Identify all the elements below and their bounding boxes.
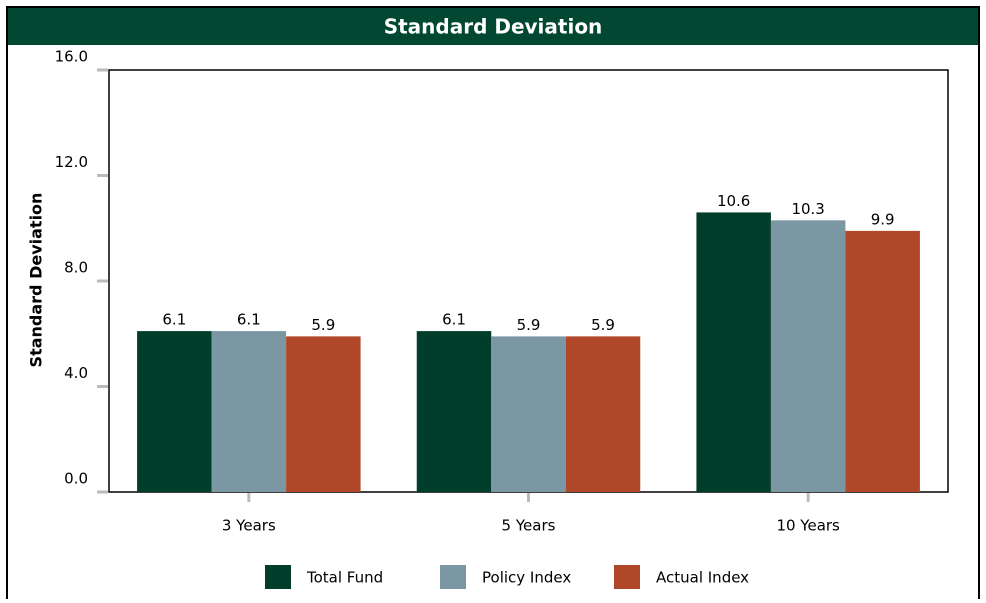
y-tick-label: 4.0: [64, 364, 88, 382]
value-label: 6.1: [162, 311, 186, 329]
legend-label: Actual Index: [656, 569, 749, 587]
bar: [137, 331, 212, 492]
chart-title: Standard Deviation: [384, 15, 603, 39]
legend-swatch: [440, 565, 466, 589]
bar: [491, 336, 566, 492]
value-label: 10.3: [791, 200, 824, 218]
value-label: 9.9: [871, 210, 895, 228]
value-label: 6.1: [442, 311, 466, 329]
value-label: 5.9: [517, 316, 541, 334]
legend-label: Policy Index: [482, 569, 571, 587]
y-tick-label: 0.0: [64, 470, 88, 488]
x-tick-label: 5 Years: [502, 517, 556, 535]
bar: [770, 220, 846, 492]
y-tick-label: 12.0: [55, 153, 88, 171]
value-label: 10.6: [717, 192, 750, 210]
value-label: 6.1: [237, 311, 261, 329]
value-label: 5.9: [591, 316, 615, 334]
x-tick-label: 10 Years: [776, 517, 840, 535]
bar: [565, 336, 641, 492]
frame: [6, 6, 980, 603]
bar: [286, 336, 361, 492]
bar: [416, 331, 492, 492]
header-bar: [8, 8, 978, 45]
y-tick-label: 8.0: [64, 259, 88, 277]
bar: [845, 230, 920, 492]
legend-swatch: [614, 565, 640, 589]
bar: [696, 212, 771, 493]
bar: [211, 331, 287, 492]
legend-swatch: [265, 565, 291, 589]
legend-label: Total Fund: [306, 569, 383, 587]
x-tick-label: 3 Years: [222, 517, 276, 535]
y-axis-title: Standard Deviation: [27, 193, 46, 368]
value-label: 5.9: [311, 316, 335, 334]
y-tick-label: 16.0: [55, 48, 88, 66]
